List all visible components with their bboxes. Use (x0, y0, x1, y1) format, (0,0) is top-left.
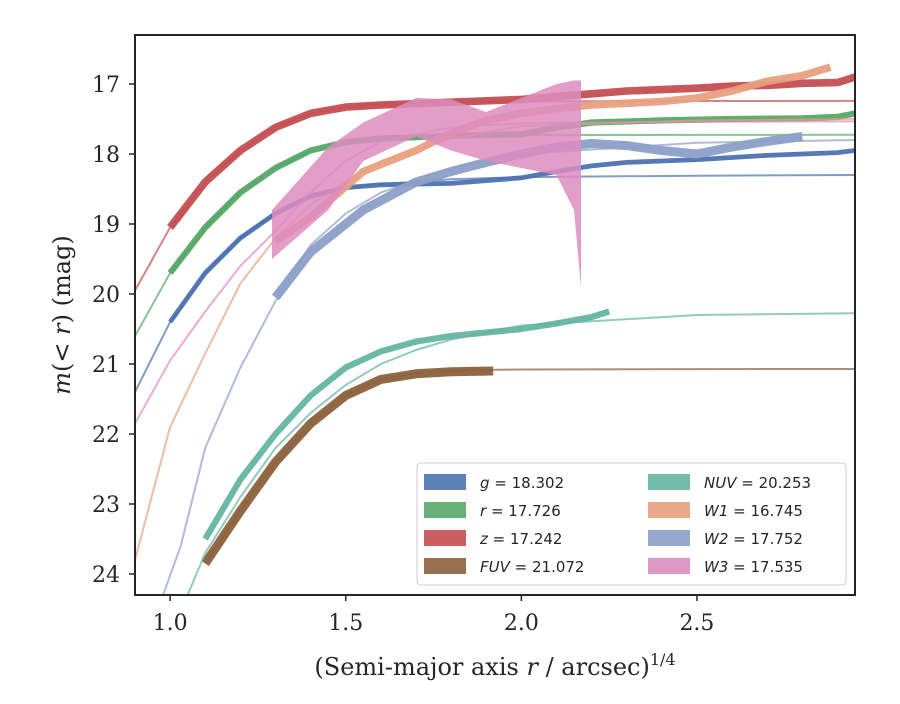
legend-swatch-r (424, 502, 466, 518)
legend-swatch-z (424, 530, 466, 546)
series-fuv-measured (201, 366, 494, 567)
data-layer (135, 63, 855, 595)
y-tick-label: 20 (92, 283, 120, 308)
y-tick-label: 24 (92, 563, 120, 588)
legend-swatch-w1 (648, 502, 690, 518)
legend-label-w3: W3 = 17.535 (704, 558, 803, 576)
legend-label-g: g = 18.302 (480, 474, 564, 492)
y-tick-label: 22 (92, 423, 120, 448)
legend-swatch-w2 (648, 530, 690, 546)
legend-swatch-g (424, 474, 466, 490)
legend-swatch-fuv (424, 558, 466, 574)
legend-label-r: r = 17.726 (480, 502, 561, 520)
legend-label-w2: W2 = 17.752 (704, 530, 803, 548)
y-axis-label: m(< r) (mag) (48, 235, 76, 395)
series-w3-model-line (135, 120, 855, 424)
legend-label-z: z = 17.242 (479, 530, 562, 548)
legend-label-w1: W1 = 16.745 (704, 502, 803, 520)
x-tick-label: 2.5 (679, 611, 714, 636)
series-w3-band (272, 80, 581, 287)
y-tick-label: 23 (92, 493, 120, 518)
x-tick-label: 1.5 (328, 611, 363, 636)
legend-label-nuv: NUV = 20.253 (704, 474, 811, 492)
y-tick-label: 18 (92, 143, 120, 168)
y-tick-label: 17 (92, 73, 120, 98)
y-tick-label: 21 (92, 353, 120, 378)
legend-box (416, 462, 847, 586)
legend-swatch-nuv (648, 474, 690, 490)
series-nuv-measured (202, 308, 611, 541)
y-tick-label: 19 (92, 213, 120, 238)
legend: g = 18.302 r = 17.726 z = 17.242 FUV = 21.0… (416, 462, 847, 586)
legend-label-fuv: FUV = 21.072 (480, 558, 584, 576)
x-tick-label: 2.0 (504, 611, 539, 636)
plot-frame (134, 34, 856, 596)
x-axis-label: (Semi-major axis r / arcsec)1/4 (314, 650, 675, 681)
x-tick-label: 1.0 (153, 611, 188, 636)
series-g-model-line (135, 174, 855, 393)
legend-swatch-w3 (648, 558, 690, 574)
axes-layer: 1.0 1.5 2.0 2.5 17 18 19 20 21 22 23 24 (92, 73, 714, 636)
